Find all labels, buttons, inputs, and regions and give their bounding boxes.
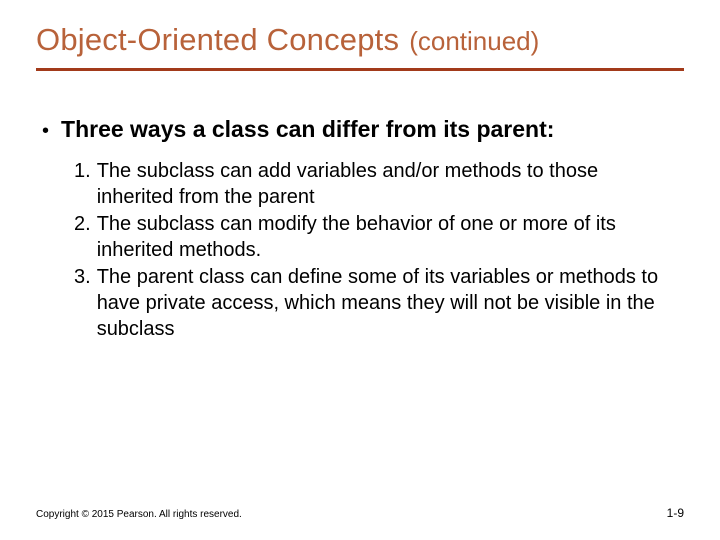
list-item-number: 2. (74, 212, 97, 238)
content-area: • Three ways a class can differ from its… (36, 115, 684, 342)
list-item-text: The subclass can add variables and/or me… (97, 159, 666, 210)
list-item: 2. The subclass can modify the behavior … (74, 212, 666, 263)
title-suffix: (continued) (409, 26, 539, 57)
list-item-text: The subclass can modify the behavior of … (97, 212, 666, 263)
page-number: 1-9 (667, 506, 684, 520)
list-item-number: 3. (74, 265, 97, 291)
slide: Object-Oriented Concepts (continued) • T… (0, 0, 720, 540)
title-underline (36, 68, 684, 71)
slide-title: Object-Oriented Concepts (continued) (36, 22, 684, 58)
title-main: Object-Oriented Concepts (36, 22, 399, 58)
list-item: 1. The subclass can add variables and/or… (74, 159, 666, 210)
list-item-text: The parent class can define some of its … (97, 265, 666, 342)
numbered-list: 1. The subclass can add variables and/or… (42, 159, 674, 342)
bullet-glyph: • (42, 115, 49, 145)
footer: Copyright © 2015 Pearson. All rights res… (36, 506, 684, 520)
list-item: 3. The parent class can define some of i… (74, 265, 666, 342)
bullet-lead-text: Three ways a class can differ from its p… (61, 115, 554, 144)
bullet-item: • Three ways a class can differ from its… (42, 115, 674, 145)
list-item-number: 1. (74, 159, 97, 185)
copyright-text: Copyright © 2015 Pearson. All rights res… (36, 509, 242, 520)
